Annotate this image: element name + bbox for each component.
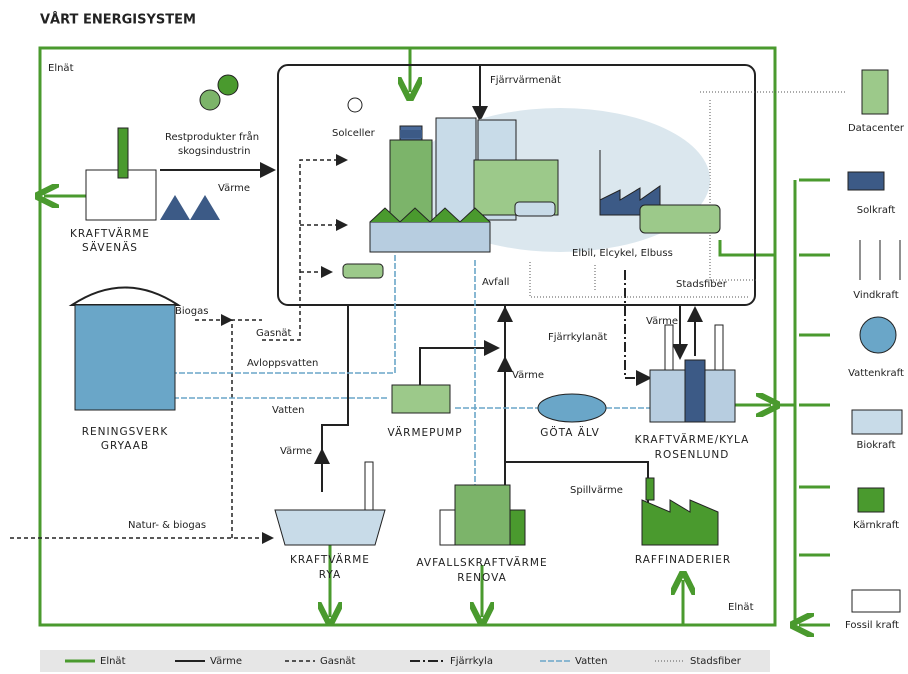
plant-label: KRAFTVÄRME xyxy=(70,227,150,240)
label: skogsindustrin xyxy=(178,146,250,157)
label: Elbil, Elcykel, Elbuss xyxy=(572,248,673,259)
legend-label: Stadsfiber xyxy=(690,656,742,667)
source-labels: Datacenter Solkraft Vindkraft Vattenkraf… xyxy=(845,123,905,631)
label: Värme xyxy=(280,446,312,457)
label: Elnät xyxy=(48,63,74,74)
plant-label: RENINGSVERK xyxy=(82,426,169,438)
plant-label: AVFALLSKRAFTVÄRME xyxy=(416,556,547,569)
flow-labels: Elnät Restprodukter från skogsindustrin … xyxy=(48,63,754,613)
label: Fjärrvärmenät xyxy=(490,75,561,86)
label: Natur- & biogas xyxy=(128,520,206,531)
label: Vatten xyxy=(272,405,305,416)
source-label: Datacenter xyxy=(848,123,905,134)
plant-icons xyxy=(68,74,736,546)
label: Fjärrkylanät xyxy=(548,332,607,343)
plant-labels: KRAFTVÄRME SÄVENÄS RENINGSVERK GRYAAB VÄ… xyxy=(70,227,750,584)
plant-label: VÄRMEPUMP xyxy=(387,426,462,439)
title: VÅRT ENERGISYSTEM xyxy=(40,12,196,28)
plant-label: SÄVENÄS xyxy=(82,241,138,254)
label: Biogas xyxy=(175,306,208,317)
label: Värme xyxy=(218,183,250,194)
source-label: Kärnkraft xyxy=(853,520,899,531)
label: Stadsfiber xyxy=(676,279,728,290)
source-label: Solkraft xyxy=(857,205,896,216)
plant-label: RENOVA xyxy=(457,572,507,584)
plant-label: RAFFINADERIER xyxy=(635,554,731,566)
plant-label: GRYAAB xyxy=(101,440,149,452)
plant-label: ROSENLUND xyxy=(655,449,730,461)
source-icons xyxy=(847,69,903,613)
label: Restprodukter från xyxy=(165,130,259,143)
source-label: Vattenkraft xyxy=(848,368,904,379)
label: Värme xyxy=(646,316,678,327)
label: Avfall xyxy=(482,277,509,288)
label: Avloppsvatten xyxy=(247,358,318,369)
label: Solceller xyxy=(332,128,376,139)
label: Värme xyxy=(512,370,544,381)
label: Spillvärme xyxy=(570,485,623,496)
label: Gasnät xyxy=(256,328,292,339)
plant-label: RYA xyxy=(319,569,341,581)
source-label: Fossil kraft xyxy=(845,620,899,631)
connections xyxy=(10,46,845,625)
source-label: Vindkraft xyxy=(853,290,898,301)
legend-label: Vatten xyxy=(575,656,608,667)
legend: Elnät Värme Gasnät Fjärrkyla Vatten Stad… xyxy=(40,650,770,672)
label: Elnät xyxy=(728,602,754,613)
source-label: Biokraft xyxy=(856,440,895,451)
plant-label: KRAFTVÄRME/KYLA xyxy=(635,433,750,446)
legend-label: Gasnät xyxy=(320,656,356,667)
plant-label: GÖTA ÄLV xyxy=(540,426,600,439)
legend-label: Fjärrkyla xyxy=(450,656,493,667)
legend-label: Värme xyxy=(210,656,242,667)
city xyxy=(342,97,721,279)
legend-label: Elnät xyxy=(100,656,126,667)
plant-label: KRAFTVÄRME xyxy=(290,553,370,566)
